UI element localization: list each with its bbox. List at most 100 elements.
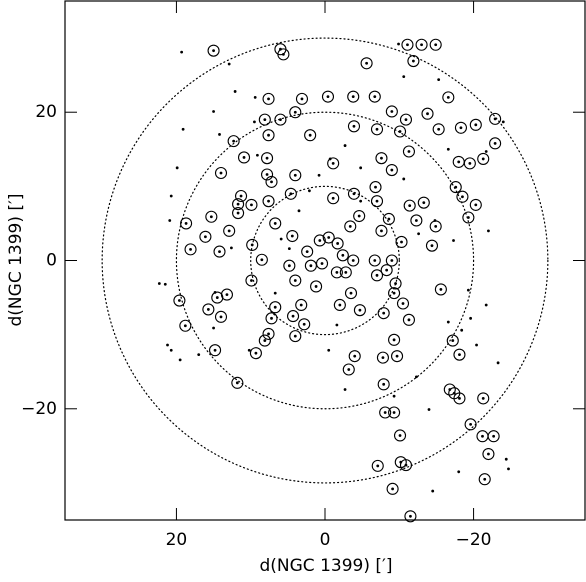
circled-point: [258, 113, 271, 126]
point-center: [404, 463, 408, 467]
point: [431, 489, 435, 493]
point-ring: [469, 198, 482, 211]
point-ring: [347, 120, 361, 133]
point-center: [289, 192, 293, 196]
circled-point: [380, 264, 393, 277]
point-center: [206, 308, 210, 311]
point-ring: [231, 376, 244, 389]
circled-point: [399, 113, 413, 126]
point-center: [468, 161, 472, 165]
plot-frame: [64, 0, 586, 521]
circled-point: [327, 192, 340, 205]
point-ring: [223, 224, 236, 237]
point-ring: [310, 280, 323, 293]
circled-point: [255, 253, 268, 266]
point-center: [492, 434, 496, 438]
circled-point: [401, 38, 414, 51]
circled-point: [395, 235, 408, 249]
circled-point: [232, 206, 245, 220]
point: [253, 95, 257, 99]
point-center: [302, 322, 306, 326]
point-ring: [368, 90, 381, 103]
circled-point: [399, 459, 413, 472]
point-ring: [287, 310, 300, 323]
point-ring: [388, 406, 401, 419]
point-ring: [477, 392, 490, 405]
circled-point: [347, 254, 360, 267]
point-center: [381, 356, 385, 360]
point: [287, 247, 291, 251]
point-center: [466, 216, 470, 219]
point-center: [305, 250, 309, 254]
point-ring: [391, 350, 404, 363]
circled-point: [269, 301, 282, 314]
point-ring: [425, 239, 439, 252]
point-center: [353, 354, 357, 358]
point-center: [365, 61, 368, 65]
circled-point: [388, 333, 401, 346]
circled-point: [237, 151, 251, 164]
point-ring: [220, 288, 233, 301]
point-ring: [261, 168, 274, 181]
point-ring: [235, 189, 248, 203]
circled-point: [402, 313, 415, 326]
circled-point: [391, 350, 404, 363]
point-center: [458, 397, 461, 400]
point-ring: [449, 181, 462, 194]
point-center: [400, 240, 403, 244]
point-center: [236, 202, 240, 206]
circled-point: [421, 107, 434, 120]
circled-point: [330, 266, 343, 279]
point-ring: [395, 235, 408, 249]
point-ring: [371, 459, 384, 472]
point-ring: [469, 118, 482, 131]
circled-point: [289, 274, 302, 287]
circled-point: [453, 392, 466, 405]
circled-point: [322, 231, 335, 244]
point: [317, 173, 321, 177]
point-ring: [389, 277, 402, 290]
point-center: [204, 235, 207, 239]
circled-point: [284, 187, 297, 200]
point-center: [212, 49, 215, 53]
point-center: [391, 487, 394, 491]
point-ring: [347, 254, 360, 267]
circled-point: [173, 294, 186, 307]
point-center: [414, 219, 418, 222]
circled-point: [331, 237, 344, 250]
circled-point: [348, 350, 361, 363]
point-center: [394, 282, 397, 285]
point-ring: [232, 206, 245, 220]
point-ring: [258, 334, 271, 347]
point: [417, 232, 420, 236]
point-center: [392, 291, 396, 295]
circled-point: [370, 195, 384, 208]
point-center: [375, 199, 379, 203]
point-center: [382, 311, 386, 315]
circled-point: [434, 283, 447, 296]
point-center: [392, 411, 396, 414]
point-ring: [385, 254, 398, 267]
point-center: [331, 161, 335, 165]
point-ring: [202, 303, 215, 316]
point: [496, 361, 500, 365]
circled-point: [369, 181, 382, 194]
point-ring: [446, 334, 459, 347]
point-center: [439, 288, 443, 291]
point-ring: [347, 187, 361, 200]
point-center: [263, 118, 267, 122]
point-center: [387, 217, 391, 221]
point-center: [326, 95, 330, 99]
point-ring: [333, 298, 346, 312]
point-center: [213, 348, 217, 352]
point-ring: [274, 113, 287, 126]
point: [343, 388, 347, 391]
point-ring: [262, 327, 275, 340]
point-center: [242, 156, 246, 159]
point: [256, 153, 259, 157]
point-center: [409, 514, 412, 518]
circled-point: [463, 157, 476, 170]
circled-point: [377, 378, 390, 391]
point-ring: [380, 264, 393, 277]
point-center: [426, 112, 429, 116]
